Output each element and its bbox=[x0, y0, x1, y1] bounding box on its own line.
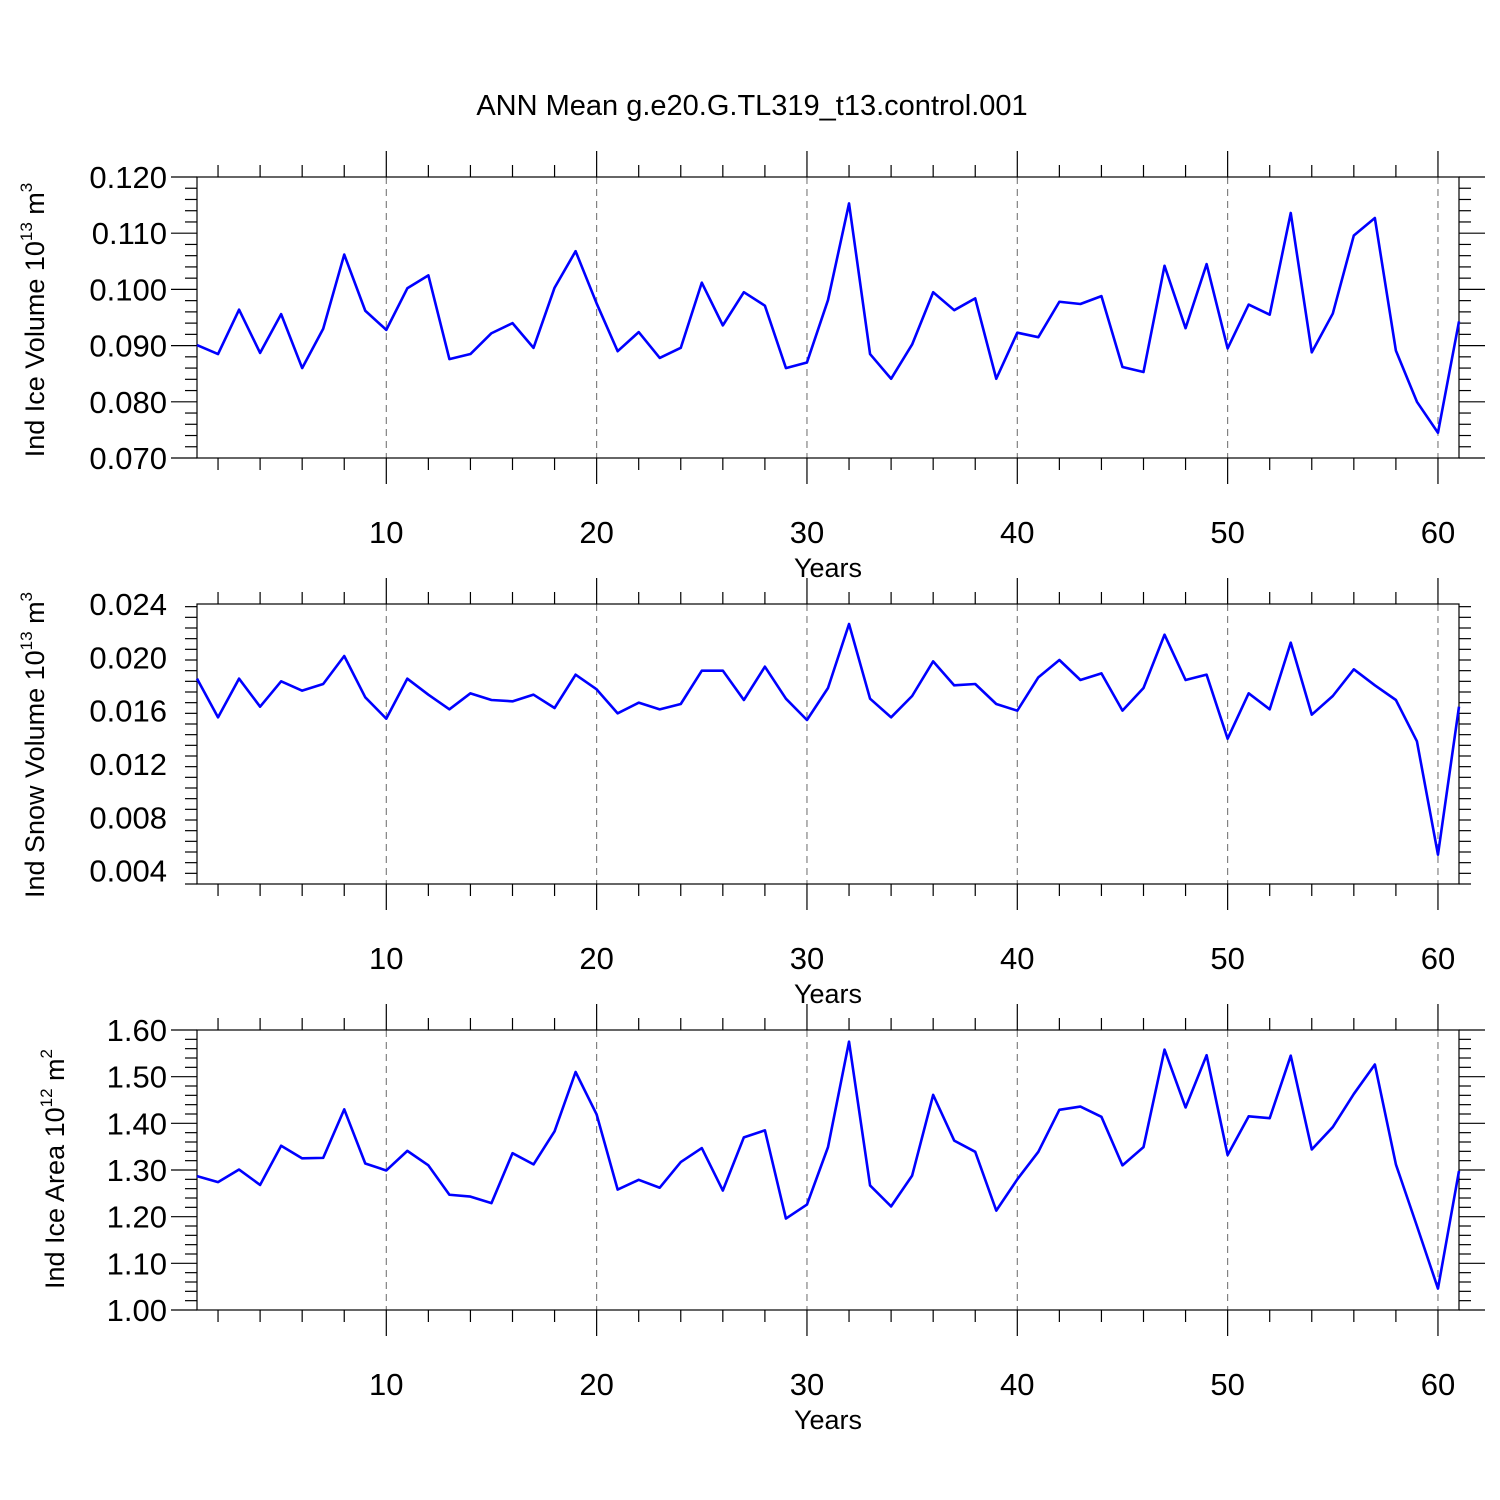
y-tick-label: 1.40 bbox=[107, 1106, 167, 1141]
y-tick-label: 0.024 bbox=[89, 587, 167, 622]
y-axis-label-part: m bbox=[20, 192, 50, 222]
plot-frame bbox=[196, 176, 1460, 459]
x-axis-label: Years bbox=[794, 979, 862, 1009]
panel-2: 0.004 0.008 0.012 0.016 0.020 0.024 10 20 30 40 50… bbox=[17, 578, 1471, 1009]
y-tick-label: 0.012 bbox=[89, 747, 167, 782]
y-tick-label: 0.080 bbox=[89, 385, 167, 420]
y-tick-label: 0.100 bbox=[89, 272, 167, 307]
chart-title: ANN Mean g.e20.G.TL319_t13.control.001 bbox=[476, 90, 1027, 122]
y-tick-label: 1.60 bbox=[107, 1013, 167, 1048]
y-axis-label-part: Ind Ice Volume 10 bbox=[20, 241, 50, 457]
x-tick-label: 30 bbox=[790, 941, 824, 976]
plot-frame bbox=[196, 603, 1460, 885]
y-tick-label: 0.008 bbox=[89, 800, 167, 835]
x-tick-label: 60 bbox=[1421, 941, 1455, 976]
x-axis-label: Years bbox=[794, 553, 862, 583]
x-tick-label: 50 bbox=[1210, 941, 1244, 976]
y-axis-label: Ind Ice Area 1012 m2 bbox=[37, 1049, 70, 1289]
y-axis-label-part: 13 bbox=[17, 631, 36, 650]
y-axis-label-part: 13 bbox=[17, 222, 36, 241]
x-tick-label: 40 bbox=[1000, 941, 1034, 976]
y-tick-label: 1.00 bbox=[107, 1293, 167, 1328]
panel-3: 1.00 1.10 1.20 1.30 1.40 1.50 1.60 10 20 30 40 50 60… bbox=[37, 1004, 1485, 1435]
x-tick-label: 10 bbox=[369, 515, 403, 550]
x-tick-label: 20 bbox=[579, 515, 613, 550]
x-tick-label: 50 bbox=[1210, 1367, 1244, 1402]
x-tick-label: 50 bbox=[1210, 515, 1244, 550]
y-tick-label: 0.110 bbox=[92, 216, 167, 251]
x-tick-label: 60 bbox=[1421, 515, 1455, 550]
x-tick-label: 60 bbox=[1421, 1367, 1455, 1402]
x-tick-label: 40 bbox=[1000, 1367, 1034, 1402]
x-axis-label: Years bbox=[794, 1405, 862, 1435]
x-tick-label: 30 bbox=[790, 515, 824, 550]
y-axis-label-part: Ind Snow Volume 10 bbox=[20, 650, 50, 898]
y-axis-label-part: m bbox=[20, 601, 50, 631]
y-tick-label: 1.20 bbox=[107, 1200, 167, 1235]
y-axis-label-part: 2 bbox=[37, 1049, 56, 1058]
x-tick-label: 10 bbox=[369, 941, 403, 976]
y-axis-label-part: Ind Ice Area 10 bbox=[40, 1107, 70, 1289]
x-tick-label: 30 bbox=[790, 1367, 824, 1402]
y-tick-label: 0.090 bbox=[89, 329, 167, 364]
y-tick-label: 0.070 bbox=[89, 441, 167, 476]
panel-1: 0.070 0.080 0.090 0.100 0.110 0.120 10 20 30 40 50… bbox=[17, 151, 1485, 583]
y-tick-label: 1.10 bbox=[107, 1246, 167, 1281]
y-axis-label-part: 3 bbox=[17, 183, 36, 192]
y-axis-label: Ind Snow Volume 1013 m3 bbox=[17, 592, 50, 898]
y-tick-label: 0.020 bbox=[89, 640, 167, 675]
y-tick-label: 0.016 bbox=[89, 694, 167, 729]
y-axis-label: Ind Ice Volume 1013 m3 bbox=[17, 183, 50, 458]
y-tick-label: 1.50 bbox=[107, 1060, 167, 1095]
y-axis-label-part: 3 bbox=[17, 592, 36, 601]
x-tick-label: 10 bbox=[369, 1367, 403, 1402]
x-tick-label: 40 bbox=[1000, 515, 1034, 550]
x-tick-label: 20 bbox=[579, 941, 613, 976]
y-tick-label: 0.004 bbox=[89, 854, 167, 889]
y-tick-label: 0.120 bbox=[89, 160, 167, 195]
y-axis-label-part: m bbox=[40, 1058, 70, 1088]
y-tick-label: 1.30 bbox=[107, 1153, 167, 1188]
chart-panels: 0.070 0.080 0.090 0.100 0.110 0.120 10 20 30 40 50… bbox=[17, 151, 1485, 1435]
y-axis-label-part: 12 bbox=[37, 1088, 56, 1107]
x-tick-label: 20 bbox=[579, 1367, 613, 1402]
